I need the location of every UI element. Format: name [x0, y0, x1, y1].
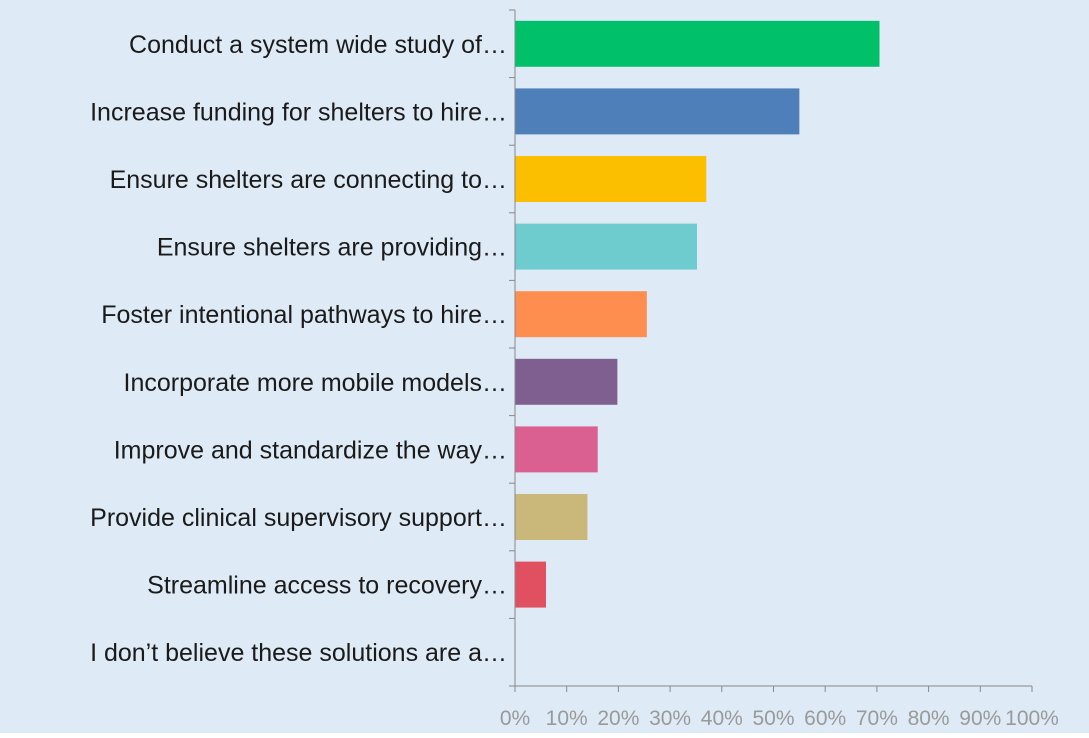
bar [515, 88, 800, 135]
category-label: I don’t believe these solutions are a… [90, 639, 507, 667]
x-tick-labels: 0% 10% 20% 30% 40% 50% 60% 70% 80% 90% 100% [500, 707, 1059, 730]
category-labels: Conduct a system wide study of… Increase … [90, 31, 507, 667]
x-tick-label: 30% [649, 707, 691, 730]
category-label: Increase funding for shelters to hire… [90, 98, 507, 126]
x-tick-label: 60% [804, 707, 846, 730]
category-label: Ensure shelters are providing… [157, 234, 507, 262]
x-tick-label: 70% [856, 707, 898, 730]
x-tick-label: 90% [959, 707, 1001, 730]
category-label: Incorporate more mobile models… [124, 369, 508, 397]
x-tick-label: 40% [701, 707, 743, 730]
bar [515, 561, 547, 608]
bar [515, 156, 707, 202]
x-tick-label: 20% [597, 707, 639, 730]
x-tick-label: 100% [1005, 707, 1059, 730]
bars-group [515, 20, 880, 608]
x-tick-label: 0% [500, 707, 530, 730]
bar [515, 494, 588, 540]
category-label: Provide clinical supervisory support… [90, 504, 507, 532]
x-tick-label: 80% [908, 707, 950, 730]
x-tick-label: 50% [752, 707, 794, 730]
category-label: Streamline access to recovery… [147, 572, 507, 600]
category-label: Foster intentional pathways to hire… [101, 301, 507, 329]
bar [515, 426, 598, 473]
bar [515, 291, 647, 338]
category-label: Improve and standardize the way… [114, 436, 507, 464]
bar [515, 20, 880, 67]
axes [509, 9, 1033, 692]
category-label: Conduct a system wide study of… [129, 31, 507, 59]
category-label: Ensure shelters are connecting to… [110, 166, 507, 194]
bar [515, 223, 697, 270]
bar [515, 358, 618, 405]
x-tick-label: 10% [546, 707, 588, 730]
